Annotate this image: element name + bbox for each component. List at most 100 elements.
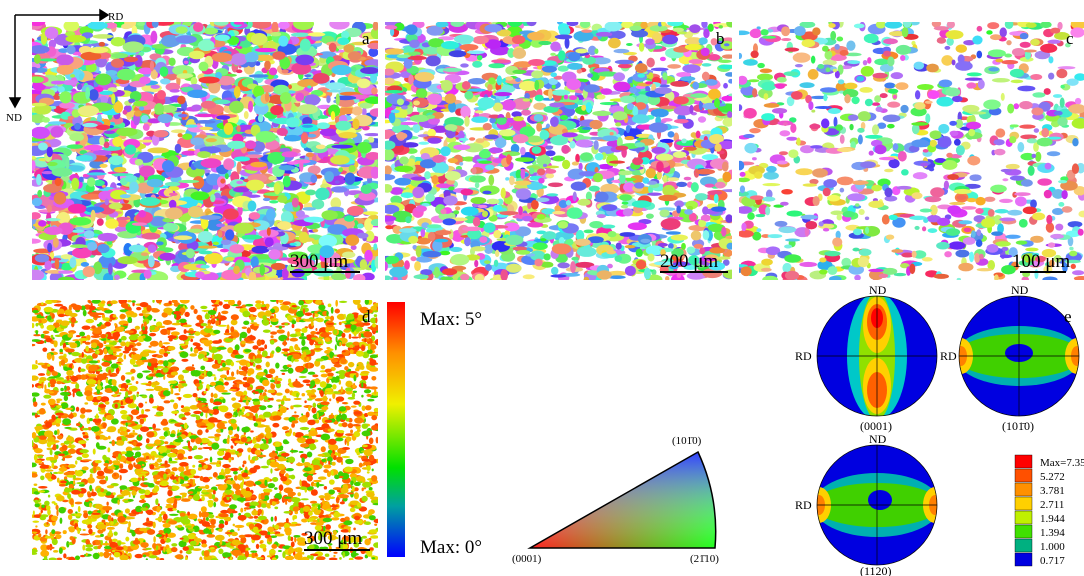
grain (559, 237, 565, 244)
grain (1019, 124, 1035, 128)
grain (830, 31, 836, 41)
grain (108, 263, 113, 275)
grain (82, 123, 97, 127)
grain (837, 148, 853, 153)
grain (494, 92, 512, 96)
grain (741, 266, 752, 276)
grain (527, 222, 543, 228)
grain (1040, 44, 1057, 53)
grain (95, 74, 111, 86)
grain (793, 53, 811, 63)
grain (660, 57, 666, 61)
grain (141, 233, 160, 240)
grain (828, 108, 841, 114)
grain (58, 270, 73, 274)
grain (947, 21, 955, 29)
grain (626, 125, 630, 133)
grain (495, 137, 506, 148)
grain (1007, 210, 1022, 216)
grain (823, 188, 831, 197)
grain (307, 85, 311, 88)
grain (487, 199, 500, 205)
grain (621, 205, 628, 209)
grain (347, 206, 364, 216)
grain (268, 249, 280, 259)
grain (236, 181, 243, 184)
grain (1020, 33, 1029, 39)
grain (76, 155, 93, 161)
grain (471, 246, 485, 251)
grain (31, 127, 50, 139)
grain (597, 214, 606, 218)
grain (491, 59, 511, 63)
grain (320, 128, 338, 136)
grain (986, 244, 998, 253)
grain (505, 76, 513, 80)
grain (549, 102, 564, 107)
grain (858, 111, 871, 121)
grain (321, 374, 328, 378)
grain (218, 230, 223, 237)
grain (722, 172, 731, 183)
grain (233, 265, 240, 274)
grain (544, 253, 551, 260)
grain (442, 268, 457, 275)
grain (634, 182, 644, 188)
grain (40, 58, 57, 61)
grain (1030, 39, 1039, 46)
grain (1011, 80, 1024, 84)
grain (992, 78, 1010, 83)
grain (876, 21, 886, 29)
grain (828, 23, 835, 28)
grain (274, 182, 281, 194)
grain (81, 262, 89, 267)
ebsd-map (22, 16, 388, 284)
grain (967, 198, 977, 202)
grain (1044, 190, 1052, 199)
grain (883, 51, 891, 57)
grain (310, 175, 317, 183)
grain (724, 43, 730, 46)
grain (609, 161, 625, 164)
grain (785, 271, 799, 280)
grain (245, 140, 256, 149)
grain (911, 192, 922, 199)
grain (1050, 28, 1060, 34)
grain (63, 188, 73, 192)
grain (644, 268, 651, 280)
grain (453, 144, 470, 150)
grain (270, 105, 283, 115)
grain (1041, 128, 1049, 137)
grain (949, 241, 966, 249)
grain (974, 253, 980, 263)
grain (440, 277, 453, 281)
grain (384, 25, 397, 29)
grain (832, 237, 842, 246)
grain (450, 19, 464, 27)
grain (312, 229, 318, 232)
grain (632, 200, 651, 208)
grain (667, 131, 674, 137)
grain (281, 151, 297, 157)
grain (895, 82, 908, 90)
grain (545, 173, 554, 178)
grain (440, 209, 446, 214)
grain (318, 115, 329, 119)
grain (695, 193, 708, 201)
grain (738, 230, 754, 238)
grain (639, 43, 644, 52)
grain (865, 227, 869, 234)
grain (981, 218, 995, 228)
grain (1012, 48, 1025, 56)
grain (596, 94, 605, 99)
grain (848, 114, 858, 120)
grain (830, 211, 843, 216)
grain (272, 51, 285, 60)
grain (883, 115, 901, 123)
grain (45, 218, 60, 221)
grain (201, 101, 216, 109)
grain (383, 165, 391, 175)
grain (474, 260, 478, 267)
grain (443, 68, 462, 72)
grain (29, 170, 35, 173)
